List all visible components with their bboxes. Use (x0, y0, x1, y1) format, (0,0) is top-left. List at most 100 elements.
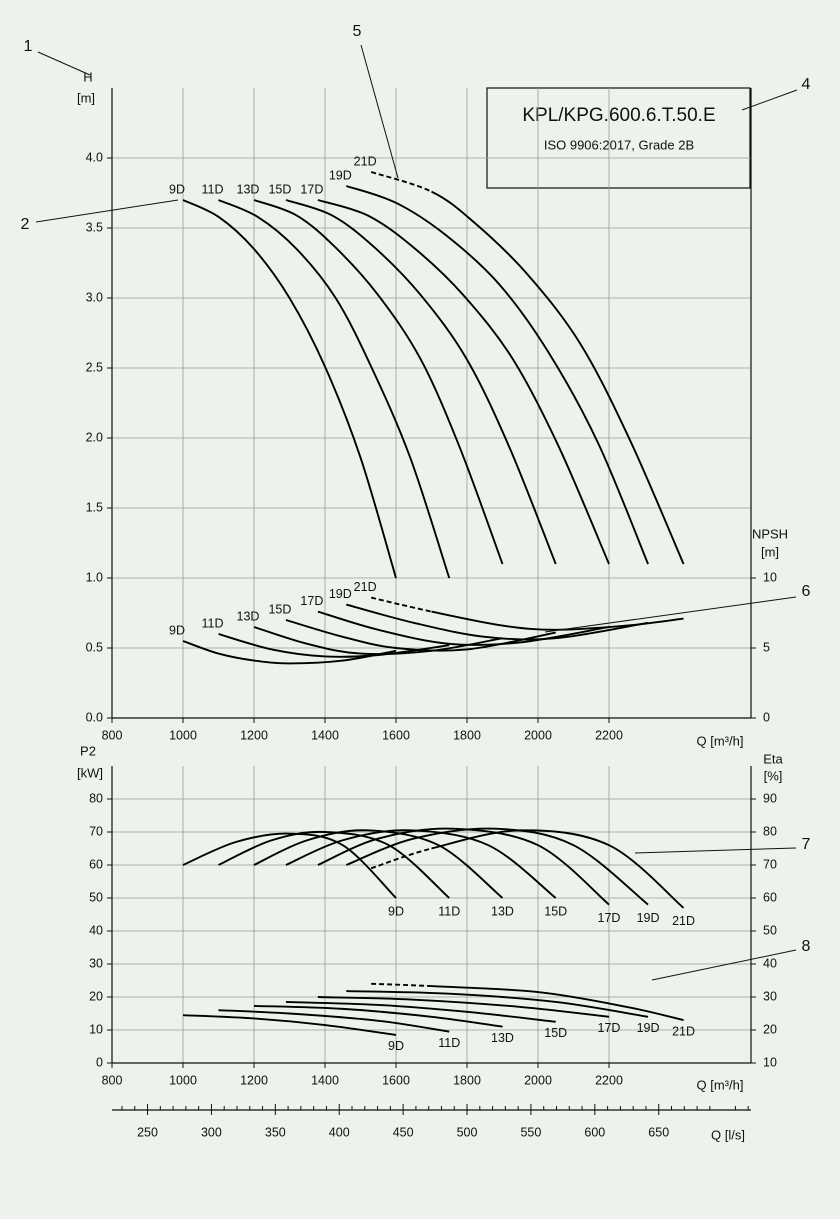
x2-tick-label: 300 (201, 1125, 222, 1139)
curve-label: 19D (637, 1021, 660, 1035)
curve-label: 21D (672, 1024, 695, 1038)
chart-title: KPL/KPG.600.6.T.50.E (522, 105, 715, 126)
curve (218, 633, 450, 658)
x-tick-label: 1000 (169, 728, 197, 742)
curve-label: 13D (491, 904, 514, 918)
curve-label: 13D (491, 1031, 514, 1045)
y2-tick-label: 10 (763, 1055, 777, 1069)
curve-label: 19D (637, 911, 660, 925)
curve-label: 15D (268, 602, 291, 616)
x-tick-label: 2200 (595, 728, 623, 742)
callout-line (360, 44, 399, 179)
curve-label: 17D (300, 594, 323, 608)
curve-dashed (370, 847, 432, 870)
curve (218, 1009, 450, 1033)
y-tick-label: 40 (89, 923, 103, 937)
y-tick-label: 2.0 (86, 430, 103, 444)
x-tick-label: 800 (102, 1073, 123, 1087)
callout-label: 5 (353, 23, 362, 40)
curve (182, 199, 397, 579)
x-tick-label: 2000 (524, 1073, 552, 1087)
callout-label: 2 (21, 216, 30, 233)
y-tick-label: 3.5 (86, 220, 103, 234)
curve-label: 17D (598, 1021, 621, 1035)
y-tick-label: 20 (89, 989, 103, 1003)
curve (431, 610, 684, 631)
y2-tick-label: 20 (763, 1022, 777, 1036)
curve-label: 17D (300, 182, 323, 196)
curve-label: 13D (237, 609, 260, 623)
y-tick-label: 0 (96, 1055, 103, 1069)
x-tick-label: 1000 (169, 1073, 197, 1087)
x2-tick-label: 500 (457, 1125, 478, 1139)
callout-label: 8 (802, 938, 811, 955)
callout-line (741, 89, 798, 111)
curve-label: 17D (598, 911, 621, 925)
y-tick-label: 1.0 (86, 570, 103, 584)
x-tick-label: 1600 (382, 1073, 410, 1087)
y-axis-unit: [m] (77, 90, 95, 105)
y-tick-label: 2.5 (86, 360, 103, 374)
curve-label: 15D (544, 904, 567, 918)
y2-axis-label: Eta (763, 751, 783, 766)
curve (346, 990, 649, 1018)
curve (317, 610, 610, 646)
y-tick-label: 80 (89, 791, 103, 805)
y-axis-label: P2 (80, 743, 96, 758)
curve-label: 9D (169, 182, 185, 196)
y2-tick-label: 30 (763, 989, 777, 1003)
curve (345, 185, 649, 565)
x-tick-label: 1600 (382, 728, 410, 742)
curve (345, 827, 649, 906)
y-axis-unit: [kW] (77, 765, 103, 780)
title-box (486, 87, 751, 189)
curve (218, 199, 451, 579)
x-tick-label: 800 (102, 728, 123, 742)
curve-label: 19D (329, 587, 352, 601)
curve-dashed (370, 171, 432, 193)
curve-label: 9D (388, 904, 404, 918)
y2-axis-unit: [%] (764, 768, 783, 783)
curve (285, 1001, 556, 1023)
y2-axis-unit: [m] (761, 544, 779, 559)
y2-tick-label: 50 (763, 923, 777, 937)
curve (317, 996, 610, 1018)
curve-label: 11D (438, 1036, 460, 1050)
y-tick-label: 3.0 (86, 290, 103, 304)
y2-tick-label: 80 (763, 824, 777, 838)
callout-line (634, 847, 797, 854)
y2-tick-label: 10 (763, 570, 777, 584)
callout-line (651, 949, 797, 981)
x-tick-label: 1200 (240, 1073, 268, 1087)
curve (182, 832, 397, 899)
curve-label: 15D (268, 182, 291, 196)
curve-label: 11D (438, 904, 460, 918)
curve (285, 829, 557, 899)
y-tick-label: 4.0 (86, 150, 103, 164)
x2-tick-label: 400 (329, 1125, 350, 1139)
x-axis-label: Q [m³/h] (697, 733, 744, 748)
curve-label: 11D (201, 616, 223, 630)
x2-axis-label: Q [l/s] (711, 1127, 745, 1142)
curve (431, 190, 685, 565)
curve-label: 21D (672, 914, 695, 928)
curve (346, 603, 649, 641)
x-tick-label: 2000 (524, 728, 552, 742)
x2-tick-label: 250 (137, 1125, 158, 1139)
curve-dashed (370, 596, 432, 613)
y2-tick-label: 60 (763, 890, 777, 904)
y-axis-label: H (83, 69, 92, 84)
callout-line (544, 596, 797, 633)
y2-tick-label: 70 (763, 857, 777, 871)
y2-axis-label: NPSH (752, 526, 788, 541)
callout-line (37, 51, 91, 76)
curve-label: 15D (544, 1026, 567, 1040)
curve (285, 199, 557, 565)
x-tick-label: 1800 (453, 728, 481, 742)
curve-label: 13D (237, 182, 260, 196)
y2-tick-label: 90 (763, 791, 777, 805)
y-tick-label: 70 (89, 824, 103, 838)
x2-tick-label: 450 (393, 1125, 414, 1139)
y2-tick-label: 40 (763, 956, 777, 970)
